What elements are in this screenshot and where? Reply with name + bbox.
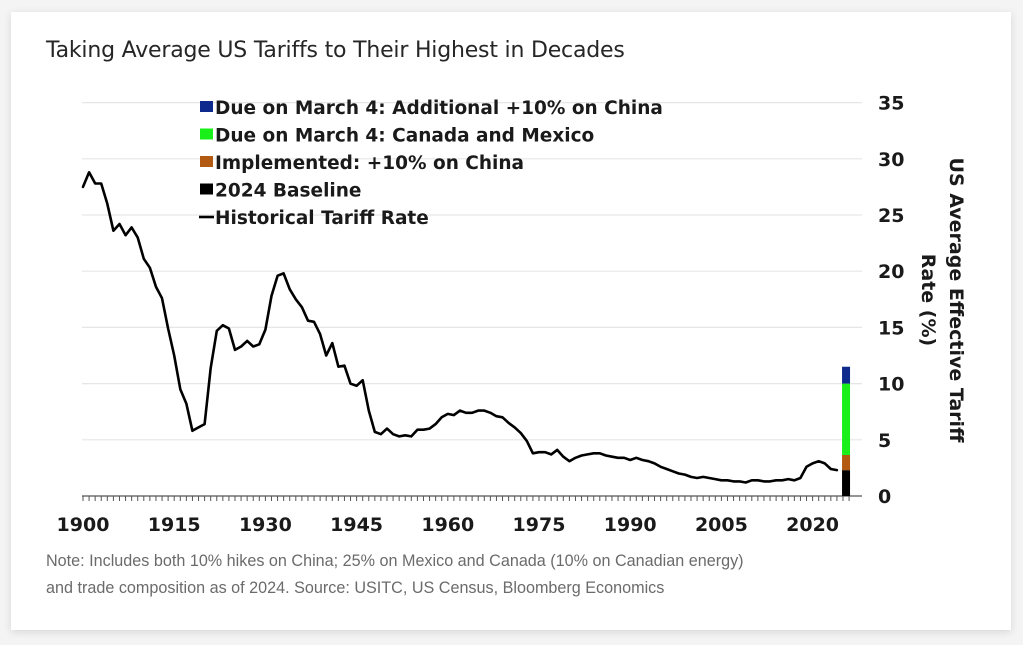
legend-swatch — [200, 128, 213, 140]
legend-swatch — [200, 183, 213, 195]
y-axis-label-line-1: US Average Effective Tariff — [945, 158, 967, 444]
y-tick-label: 0 — [878, 486, 891, 508]
x-tick-label: 1945 — [330, 514, 383, 536]
legend-label: Due on March 4: Additional +10% on China — [215, 98, 663, 119]
chart-note: Note: Includes both 10% hikes on China; … — [46, 548, 967, 602]
y-tick-label: 20 — [878, 261, 904, 283]
y-tick-label: 25 — [878, 205, 904, 227]
bar-segment-2024-baseline — [842, 470, 851, 496]
x-tick-label: 1990 — [604, 514, 657, 536]
y-tick-label: 10 — [878, 374, 904, 396]
x-tick-label: 1930 — [239, 514, 292, 536]
legend-label: Due on March 4: Canada and Mexico — [215, 126, 594, 147]
chart-title: Taking Average US Tariffs to Their Highe… — [46, 38, 625, 63]
y-tick-label: 5 — [878, 430, 891, 452]
legend-label: Implemented: +10% on China — [215, 153, 524, 174]
x-tick-label: 1915 — [148, 514, 201, 536]
x-tick-label: 1975 — [513, 514, 566, 536]
legend: Due on March 4: Additional +10% on China… — [199, 98, 663, 229]
bar-segment-due-on-march-4-additional-10-on-china — [842, 366, 851, 384]
x-axis: 1900 1915 1930 1945 1960 1975 1990 2005 2020 — [57, 495, 862, 536]
stacked-bar — [842, 366, 851, 496]
y-tick-label: 35 — [878, 93, 904, 115]
y-axis: 0 5 10 15 20 25 30 35 — [878, 93, 904, 508]
note-line-2: and trade composition as of 2024. Source… — [46, 579, 665, 597]
bar-segment-implemented-10-on-china — [842, 454, 851, 471]
note-line-1: Note: Includes both 10% hikes on China; … — [46, 552, 744, 570]
y-tick-label: 15 — [878, 317, 904, 339]
x-tick-label: 1960 — [421, 514, 474, 536]
x-tick-label: 1900 — [57, 514, 110, 536]
chart-card — [11, 12, 1011, 630]
legend-swatch — [200, 101, 213, 112]
y-axis-label-line-2: Rate (%) — [917, 254, 939, 346]
series-group — [81, 171, 839, 484]
y-axis-label: US Average Effective Tariff Rate (%) — [917, 158, 967, 444]
x-tick-label: 2005 — [695, 514, 748, 536]
legend-label: Historical Tariff Rate — [215, 208, 429, 229]
legend-swatch — [200, 156, 213, 167]
y-tick-label: 30 — [878, 149, 904, 171]
historical-tariff-line — [81, 171, 839, 484]
bar-segment-due-on-march-4-canada-and-mexico — [842, 383, 851, 455]
x-tick-label: 2020 — [786, 514, 839, 536]
legend-label: 2024 Baseline — [215, 181, 361, 202]
